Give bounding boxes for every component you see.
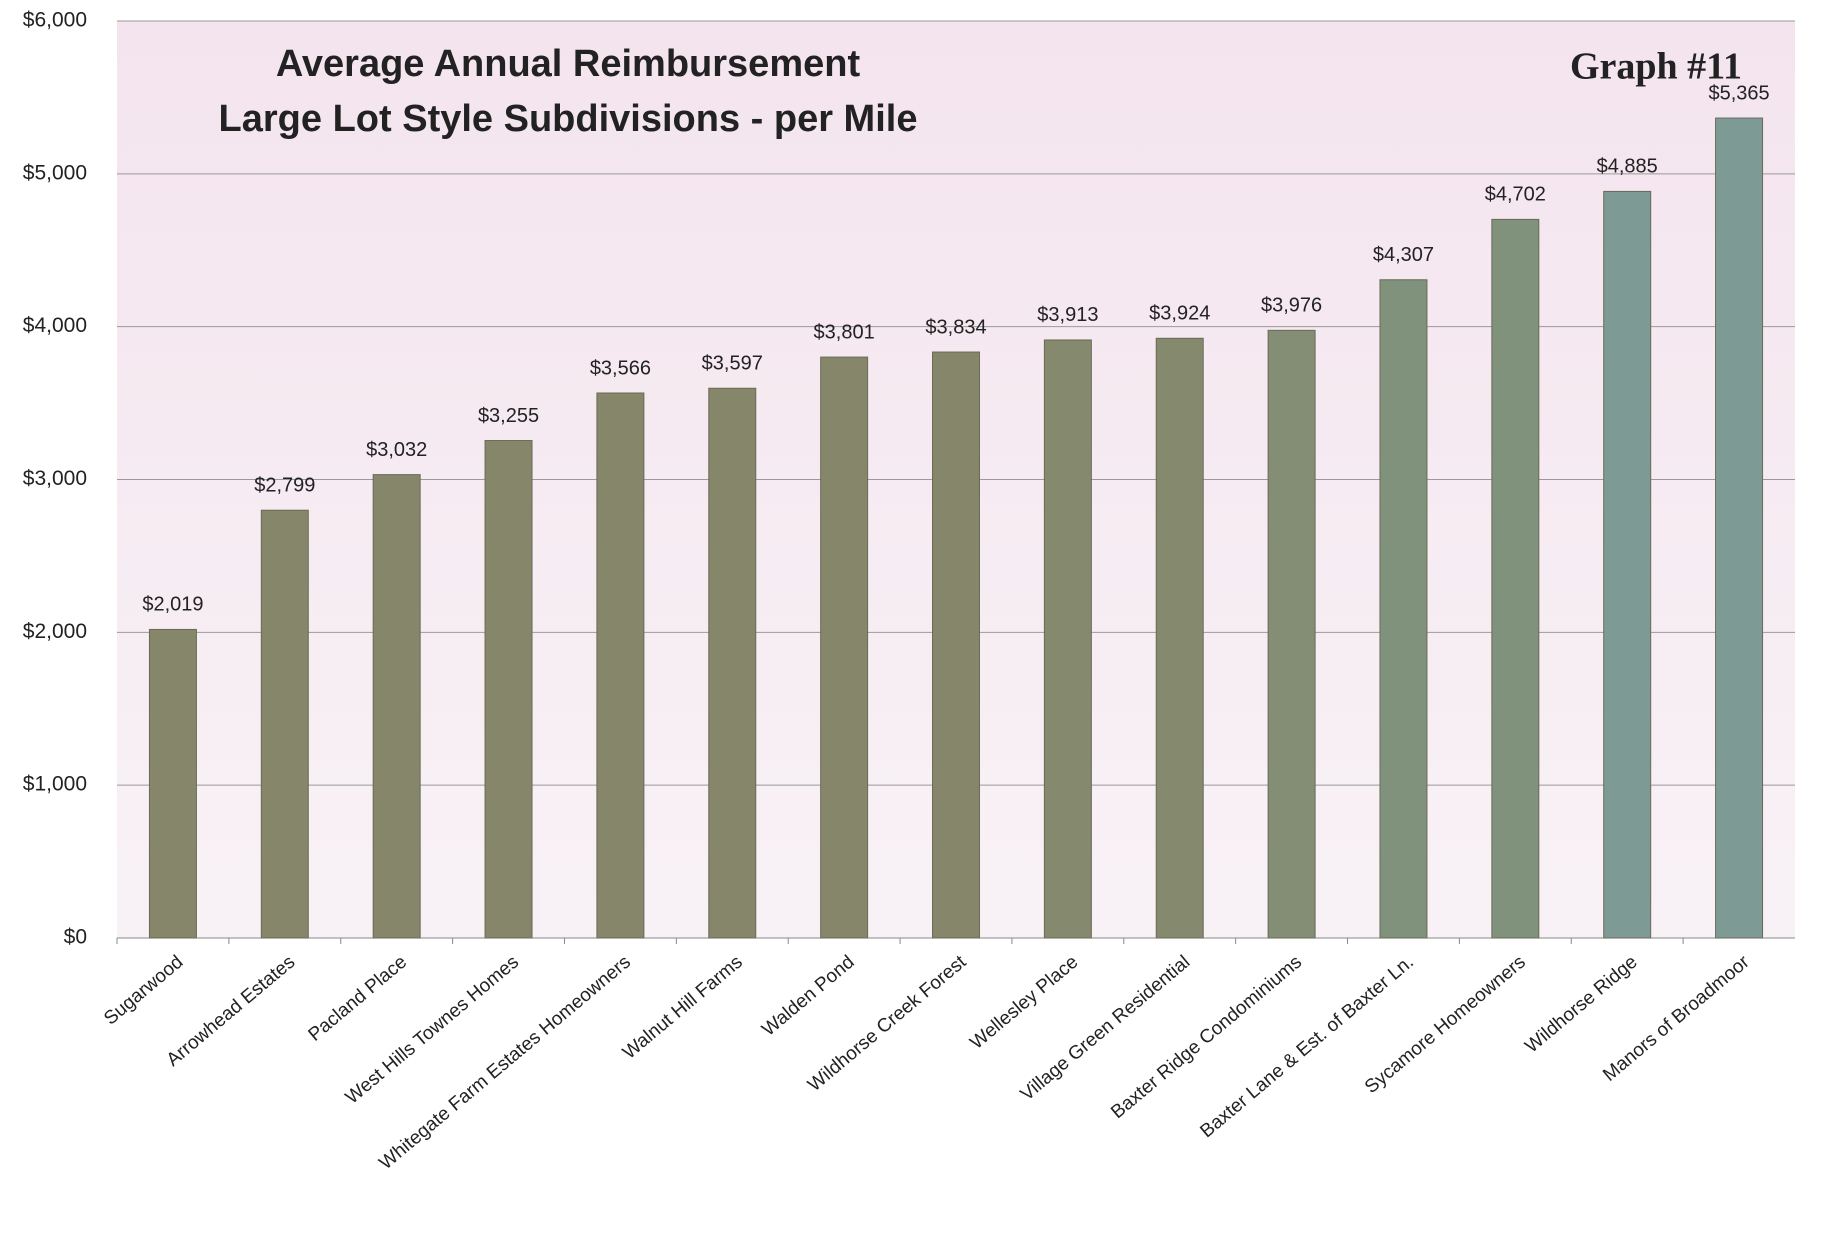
value-label: $2,799 <box>254 475 315 497</box>
x-tick-label: Sugarwood <box>100 952 187 1030</box>
bar <box>1491 218 1540 939</box>
bar <box>148 628 197 939</box>
value-label: $3,976 <box>1261 295 1322 317</box>
chart-title: Average Annual Reimbursement <box>276 43 861 85</box>
bar <box>1043 339 1092 939</box>
value-label: $3,566 <box>590 357 651 379</box>
x-tick-label: Baxter Lane & Est. of Baxter Ln. <box>1196 952 1417 1143</box>
value-label: $3,924 <box>1149 303 1210 325</box>
bar <box>1715 117 1764 939</box>
graph-number: Graph #11 <box>1570 46 1742 88</box>
value-label: $4,307 <box>1373 244 1434 266</box>
y-tick-label: $4,000 <box>23 314 87 337</box>
y-tick-label: $1,000 <box>23 773 87 796</box>
x-tick-label: Walnut Hill Farms <box>619 952 747 1064</box>
bar <box>1267 329 1316 939</box>
value-label: $3,255 <box>478 405 539 427</box>
y-tick-label: $3,000 <box>23 467 87 490</box>
y-tick-label: $6,000 <box>23 9 87 32</box>
bar <box>932 351 980 939</box>
x-tick-label: Whitegate Farm Estates Homeowners <box>375 952 634 1174</box>
x-tick-label: Wildhorse Ridge <box>1521 952 1641 1058</box>
bar <box>372 474 421 939</box>
y-tick-label: $2,000 <box>23 620 87 643</box>
y-tick-label: $5,000 <box>23 161 87 184</box>
value-label: $5,365 <box>1708 82 1769 104</box>
bar <box>1155 337 1204 939</box>
value-label: $3,597 <box>702 353 763 375</box>
bar <box>260 509 309 939</box>
value-label: $3,834 <box>925 316 986 338</box>
value-label: $2,019 <box>142 594 203 616</box>
value-label: $3,032 <box>366 439 427 461</box>
bar <box>820 356 869 939</box>
x-tick-label: Baxter Ridge Condominiums <box>1107 952 1306 1124</box>
bar <box>1379 279 1428 939</box>
x-tick-label: Pacland Place <box>305 952 412 1046</box>
chart-subtitle: Large Lot Style Subdivisions - per Mile <box>219 98 918 140</box>
bar <box>1603 190 1652 939</box>
y-tick-label: $0 <box>64 926 87 949</box>
x-tick-label: Walden Pond <box>758 952 858 1041</box>
bar <box>708 387 757 939</box>
bar <box>484 440 533 939</box>
value-label: $4,702 <box>1485 184 1546 206</box>
x-tick-label: Wellesley Place <box>966 952 1082 1054</box>
bar <box>596 392 645 939</box>
value-label: $3,913 <box>1037 304 1098 326</box>
value-label: $3,801 <box>814 321 875 343</box>
value-label: $4,885 <box>1597 156 1658 178</box>
